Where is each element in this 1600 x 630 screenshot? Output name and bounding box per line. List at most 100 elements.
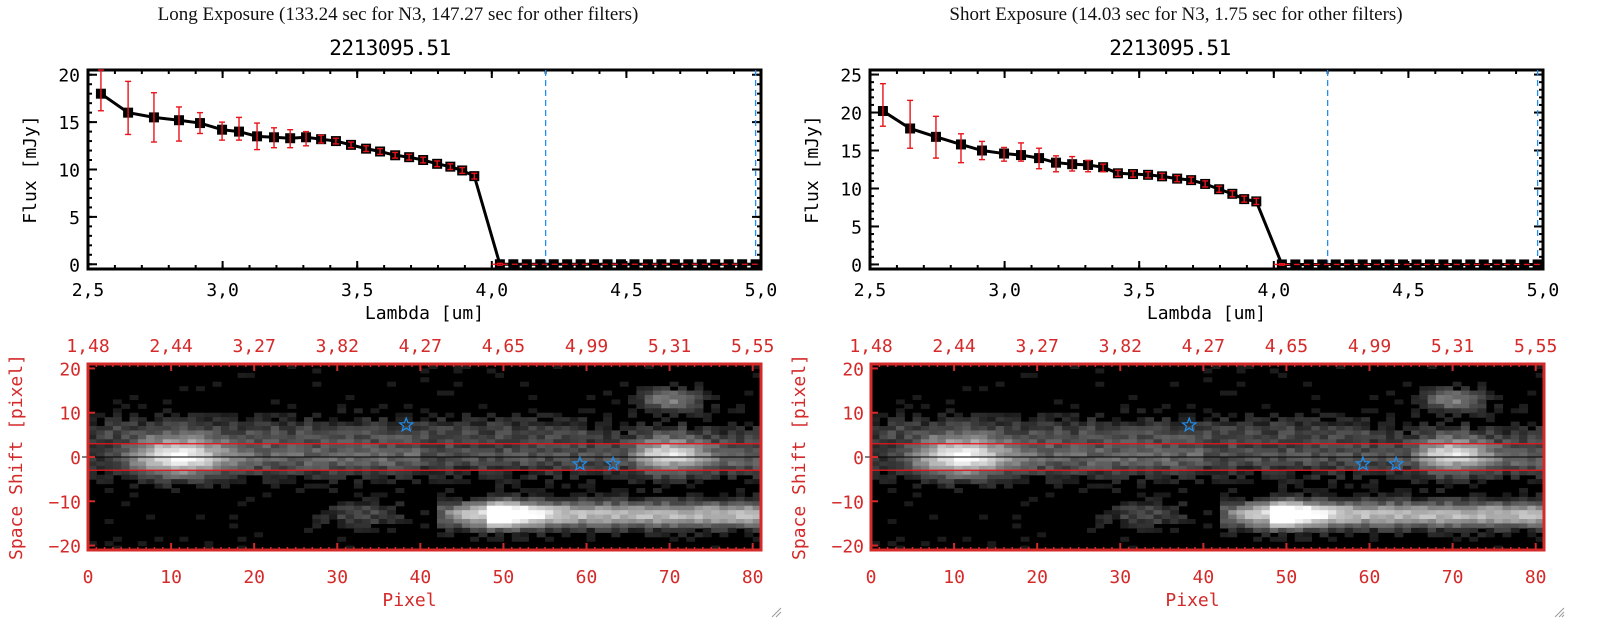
- image-pixel: [1028, 443, 1038, 449]
- image-pixel: [295, 452, 305, 458]
- image-pixel: [1510, 465, 1520, 471]
- image-pixel: [661, 439, 671, 445]
- image-pixel: [1477, 399, 1487, 405]
- image-pixel: [1228, 430, 1238, 436]
- resize-grip-icon[interactable]: [1553, 606, 1565, 618]
- y-tick-label: 5: [69, 208, 80, 229]
- image-pixel: [553, 465, 563, 471]
- image-pixel: [495, 452, 505, 458]
- image-pixel: [1286, 465, 1296, 471]
- image-pixel: [345, 434, 355, 440]
- image-pixel: [904, 434, 914, 440]
- image-pixel: [569, 443, 579, 449]
- image-pixel: [669, 536, 679, 542]
- image-pixel: [112, 439, 122, 445]
- image-pixel: [154, 536, 164, 542]
- image-pixel: [1103, 483, 1113, 489]
- image-pixel: [752, 479, 762, 485]
- image-pixel: [920, 461, 930, 467]
- image-pixel: [1344, 510, 1354, 516]
- image-pixel: [387, 457, 397, 463]
- image-pixel: [702, 443, 712, 449]
- image-pixel: [611, 523, 621, 529]
- image-pixel: [1244, 412, 1254, 418]
- image-pixel: [312, 434, 322, 440]
- image-pixel: [370, 443, 380, 449]
- image-pixel: [702, 417, 712, 423]
- image-pixels: [88, 364, 762, 551]
- image-pixel: [594, 510, 604, 516]
- image-pixel: [1128, 501, 1138, 507]
- image-pixel: [686, 412, 696, 418]
- image-pixel: [204, 412, 214, 418]
- image-pixel: [1519, 523, 1528, 529]
- image-pixel: [129, 443, 139, 449]
- image-pixel: [929, 514, 939, 520]
- image-pixel: [287, 474, 297, 480]
- image-pixel: [1178, 426, 1188, 432]
- image-pixel: [328, 430, 338, 436]
- image-pixel: [279, 417, 289, 423]
- image-pixel: [403, 461, 413, 467]
- image-pixel: [495, 510, 505, 516]
- image-pixel: [619, 421, 629, 427]
- image-pixel: [270, 421, 280, 427]
- image-pixel: [1161, 492, 1171, 498]
- image-pixel: [1070, 421, 1080, 427]
- image-pixel: [1012, 443, 1022, 449]
- image-pixel: [1311, 448, 1321, 454]
- image-pixel: [121, 474, 131, 480]
- image-pixel: [1145, 519, 1155, 525]
- image-pixel: [1170, 510, 1180, 516]
- top-wavelength-label: 5,31: [648, 336, 691, 357]
- image-pixel: [1236, 505, 1246, 511]
- resize-grip-icon[interactable]: [770, 606, 782, 618]
- image-pixel: [578, 426, 588, 432]
- image-pixel: [1352, 452, 1362, 458]
- image-pixel: [387, 430, 397, 436]
- image-pixel: [619, 381, 629, 387]
- image-pixel: [470, 496, 480, 502]
- image-pixel: [669, 426, 679, 432]
- image-pixel: [962, 465, 972, 471]
- image-pixel: [528, 443, 538, 449]
- top-wavelength-label: 4,65: [482, 336, 525, 357]
- image-pixel: [1419, 457, 1429, 463]
- image-pixel: [1028, 426, 1038, 432]
- image-pixel: [1145, 426, 1155, 432]
- image-pixel: [1369, 465, 1379, 471]
- image-pixel: [1352, 527, 1362, 533]
- image-pixel: [536, 470, 546, 476]
- image-pixel: [470, 514, 480, 520]
- image-pixel: [895, 448, 905, 454]
- image-pixel: [1170, 457, 1180, 463]
- image-pixel: [1128, 430, 1138, 436]
- image-pixel: [669, 381, 679, 387]
- image-pixels: [871, 364, 1545, 551]
- image-pixel: [1278, 510, 1288, 516]
- image-pixel: [1045, 426, 1055, 432]
- image-pixel: [736, 510, 745, 516]
- image-pixel: [995, 430, 1005, 436]
- image-pixel: [1211, 434, 1221, 440]
- image-pixel: [1327, 483, 1337, 489]
- image-pixel: [1494, 461, 1504, 467]
- image-pixel: [1327, 470, 1337, 476]
- image-pixel: [1386, 492, 1396, 498]
- image-pixel: [619, 461, 629, 467]
- image-pixel: [112, 430, 122, 436]
- image-pixel: [945, 474, 955, 480]
- image-pixel: [478, 443, 488, 449]
- image-pixel: [104, 457, 114, 463]
- image-pixel: [345, 470, 355, 476]
- image-pixel: [295, 470, 305, 476]
- image-pixel: [1319, 457, 1329, 463]
- source-star-icon: [1354, 455, 1372, 472]
- image-pixel: [112, 443, 122, 449]
- image-pixel: [395, 443, 405, 449]
- image-pixel: [719, 426, 729, 432]
- image-pixel: [337, 448, 347, 454]
- image-pixel: [1435, 395, 1445, 401]
- image-pixel: [1535, 523, 1545, 529]
- image-pixel: [486, 443, 496, 449]
